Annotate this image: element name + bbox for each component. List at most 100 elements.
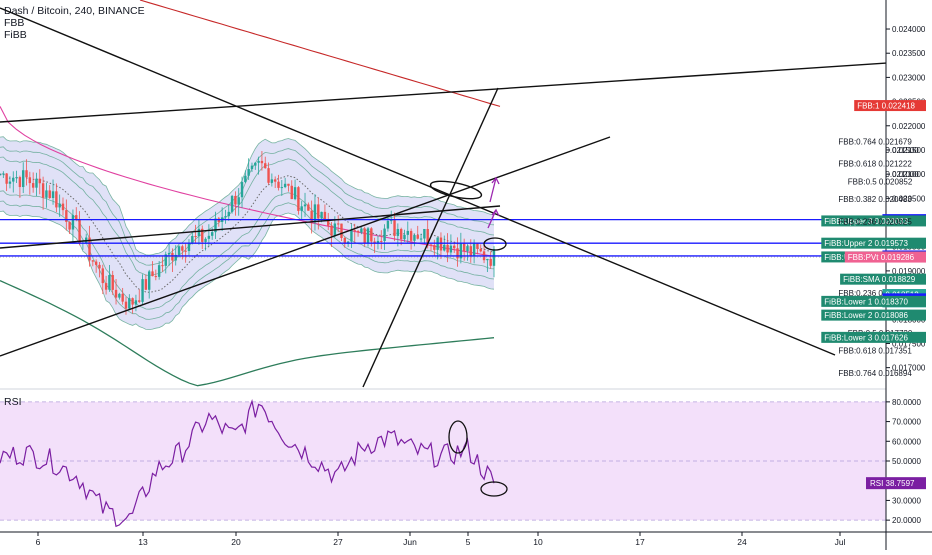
candle-body bbox=[360, 228, 363, 233]
candle-body bbox=[459, 243, 463, 259]
candle-body bbox=[380, 240, 383, 242]
candle-body bbox=[18, 177, 22, 188]
candle-body bbox=[15, 177, 18, 179]
candle-body bbox=[121, 293, 124, 302]
candle-body bbox=[472, 243, 476, 256]
candle-body bbox=[161, 265, 164, 267]
rsi-value-label: RSI 38.7597 bbox=[870, 479, 915, 488]
candle-body bbox=[390, 220, 393, 222]
candle-body bbox=[366, 228, 370, 243]
axis-tag-label: FBB:0.382 0.020483 bbox=[838, 195, 912, 204]
candle-body bbox=[393, 220, 396, 236]
candle-body bbox=[78, 219, 81, 244]
candle-body bbox=[58, 203, 61, 208]
candle-body bbox=[240, 182, 244, 198]
candle-body bbox=[45, 190, 48, 198]
candle-body bbox=[71, 215, 75, 230]
candle-body bbox=[469, 246, 472, 256]
candle-body bbox=[22, 170, 25, 188]
candle-body bbox=[270, 179, 274, 183]
band-line-4 bbox=[0, 200, 495, 320]
candle-body bbox=[237, 197, 240, 205]
candle-body bbox=[144, 279, 148, 290]
candle-body bbox=[383, 228, 386, 242]
axis-tick-label: 0.019000 bbox=[892, 267, 926, 276]
candle-body bbox=[264, 163, 267, 169]
time-tick-label: 24 bbox=[737, 537, 747, 547]
candle-body bbox=[28, 177, 32, 184]
candle-body bbox=[433, 245, 436, 250]
arrow-shaft-1 bbox=[489, 177, 497, 203]
candle-body bbox=[370, 228, 373, 242]
trend-line-3 bbox=[362, 87, 499, 388]
candle-body bbox=[403, 234, 406, 240]
axis-tag-bg bbox=[821, 237, 926, 249]
trend-line-0 bbox=[0, 7, 836, 356]
candle-body bbox=[51, 191, 55, 199]
candle-body bbox=[293, 187, 297, 200]
candle-body bbox=[214, 218, 217, 233]
axis-tag-label: FiBB:Lower 2 0.018086 bbox=[824, 311, 908, 320]
candle-body bbox=[224, 216, 227, 218]
candle-body bbox=[353, 230, 356, 232]
time-tick-label: 13 bbox=[138, 537, 148, 547]
price-axis: 0.0240000.0235000.0230000.0225000.022000… bbox=[821, 0, 932, 550]
candle-body bbox=[453, 245, 456, 249]
axis-tag-label: FiBB:Upper 3 0.020033 bbox=[824, 217, 908, 226]
candle-body bbox=[254, 162, 257, 166]
axis-tag-bg bbox=[821, 295, 926, 307]
axis-tag-label: FBB:0.236 0.018547 bbox=[838, 289, 912, 298]
rsi-value-tag bbox=[866, 477, 926, 490]
candle-body bbox=[323, 211, 327, 221]
candle-body bbox=[287, 183, 290, 186]
trend-line-2 bbox=[0, 136, 611, 357]
candle-body bbox=[443, 244, 446, 251]
candle-body bbox=[350, 230, 353, 242]
arrow-shaft-0 bbox=[487, 209, 497, 229]
axis-tag-label: FBB:1 0.022418 bbox=[857, 102, 915, 111]
candle-body bbox=[31, 183, 35, 188]
candle-body bbox=[104, 283, 108, 290]
axis-tag-bg bbox=[821, 215, 926, 227]
time-tick-label: 20 bbox=[231, 537, 241, 547]
candle-body bbox=[124, 301, 128, 309]
candle-body bbox=[423, 228, 426, 239]
candle-body bbox=[479, 248, 482, 252]
candle-body bbox=[151, 271, 154, 277]
candle-body bbox=[157, 265, 161, 277]
candle-body bbox=[273, 179, 277, 182]
candle-body bbox=[88, 237, 91, 261]
time-tick-label: 10 bbox=[533, 537, 543, 547]
candle-body bbox=[114, 289, 118, 298]
candle-body bbox=[201, 228, 204, 242]
candle-body bbox=[75, 215, 78, 220]
candle-body bbox=[164, 254, 167, 266]
indicator-label-fbb[interactable]: FBB bbox=[4, 17, 25, 29]
candle-body bbox=[317, 204, 320, 219]
candle-body bbox=[310, 210, 313, 222]
candle-body bbox=[35, 178, 38, 188]
axis-tick-label: 0.021000 bbox=[892, 170, 926, 179]
candle-body bbox=[363, 228, 366, 243]
rsi-pane-label[interactable]: RSI bbox=[4, 396, 22, 408]
candle-body bbox=[91, 260, 95, 262]
candle-body bbox=[327, 220, 330, 226]
candle-body bbox=[191, 236, 194, 243]
candle-body bbox=[154, 276, 158, 278]
candle-body bbox=[330, 225, 333, 236]
time-tick-label: Jul bbox=[835, 537, 846, 547]
candle-body bbox=[204, 238, 207, 242]
candle-body bbox=[489, 258, 492, 266]
candle-body bbox=[138, 300, 141, 302]
candle-body bbox=[244, 175, 247, 183]
time-tick-label: 27 bbox=[333, 537, 343, 547]
axis-tag-label: FiBB:SMA 0.018829 bbox=[843, 275, 916, 284]
arrow-head-0 bbox=[491, 208, 500, 217]
candle-body bbox=[449, 245, 453, 253]
candle-body bbox=[25, 170, 28, 178]
candle-body bbox=[8, 181, 12, 184]
indicator-label-fibb[interactable]: FiBB bbox=[4, 29, 27, 41]
band-line-3 bbox=[0, 190, 495, 310]
rsi-axis-tick-label: 20.0000 bbox=[892, 516, 921, 525]
